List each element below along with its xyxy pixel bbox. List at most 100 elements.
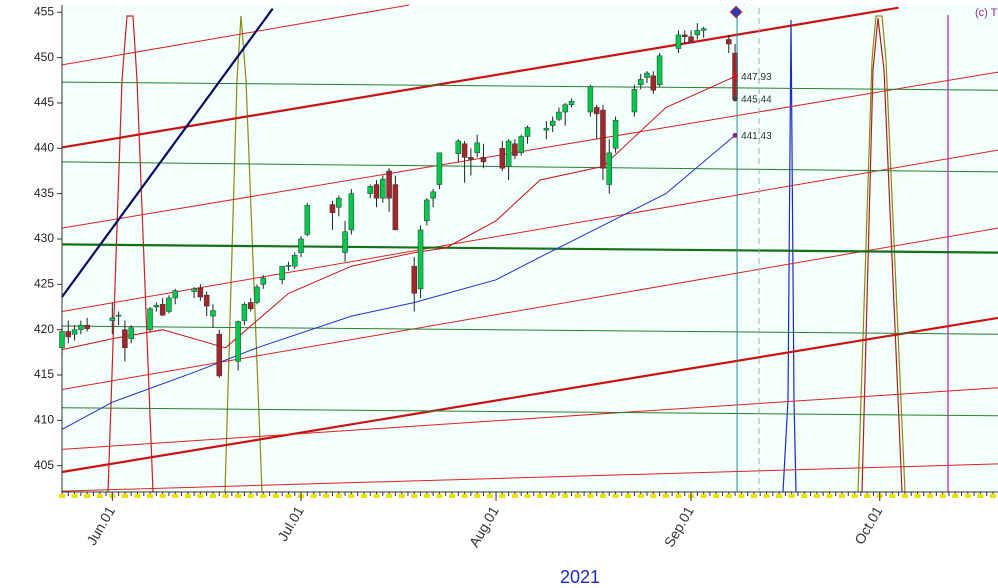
candle-body	[606, 152, 613, 185]
candle-body	[191, 288, 197, 292]
candle-body	[681, 34, 688, 37]
y-tick-label: 450	[34, 50, 54, 64]
x-day-marker	[172, 494, 179, 498]
candle-body	[260, 277, 267, 285]
cycle-curve	[107, 15, 154, 493]
overlay-line	[61, 4, 410, 66]
x-day-marker	[310, 494, 317, 498]
x-day-marker	[436, 494, 443, 498]
price-label: 441.43	[741, 131, 772, 142]
x-day-marker	[235, 494, 242, 498]
cycle-curve	[224, 15, 263, 493]
x-day-marker	[147, 494, 154, 498]
y-tick-label: 445	[34, 95, 54, 109]
x-day-marker	[964, 494, 971, 498]
candle-body	[216, 333, 223, 377]
candle-body	[84, 324, 90, 330]
x-day-marker	[864, 494, 871, 498]
candle-body	[700, 28, 707, 31]
x-day-marker	[763, 494, 770, 498]
candle-body	[336, 197, 342, 208]
candle-body	[247, 302, 254, 310]
candle-body	[656, 55, 663, 86]
candle-body	[197, 287, 204, 298]
x-day-marker	[599, 494, 606, 498]
candle-body	[380, 178, 386, 199]
x-day-marker	[788, 494, 795, 498]
candle-body	[468, 157, 474, 160]
x-day-marker	[272, 494, 279, 498]
candle-body	[241, 304, 248, 321]
candle-body	[279, 265, 285, 281]
x-day-marker	[927, 494, 934, 498]
candle-body	[203, 294, 210, 307]
x-tick-label: Jul.01	[274, 503, 307, 544]
x-day-marker	[889, 494, 896, 498]
y-tick-label: 420	[34, 322, 54, 336]
cycle-curves	[107, 15, 949, 493]
candle-body	[512, 143, 518, 156]
candle-body	[348, 193, 355, 231]
candle-body	[304, 205, 311, 235]
candle-body	[480, 157, 487, 163]
cycle-curve	[782, 19, 797, 493]
candle-body	[65, 331, 72, 338]
candle-body	[115, 314, 122, 317]
candle-body	[59, 331, 65, 349]
x-day-marker	[901, 494, 908, 498]
x-day-marker	[499, 494, 506, 498]
cycle-curve	[857, 15, 906, 493]
candle-body	[373, 184, 380, 199]
y-tick-label: 425	[34, 276, 54, 290]
candle-body	[694, 30, 701, 36]
x-day-marker	[197, 494, 204, 498]
y-tick-label: 405	[34, 458, 54, 472]
x-tick-label: Aug.01	[466, 503, 502, 550]
price-marker	[732, 132, 738, 138]
x-day-marker	[84, 494, 91, 498]
x-day-marker	[411, 494, 418, 498]
candle-body	[556, 111, 562, 120]
candle-body	[392, 184, 399, 231]
candle-body	[650, 75, 657, 91]
candle-body	[474, 142, 480, 154]
overlay-line	[61, 149, 998, 312]
cycle-curve	[861, 17, 903, 493]
x-day-marker	[813, 494, 820, 498]
candle-body	[612, 119, 619, 149]
x-day-marker	[247, 494, 254, 498]
x-day-marker	[209, 494, 216, 498]
candle-body	[461, 143, 468, 158]
x-day-marker	[335, 494, 342, 498]
x-day-marker	[549, 494, 556, 498]
x-day-marker	[524, 494, 531, 498]
price-marker	[732, 73, 738, 79]
x-day-marker	[537, 494, 544, 498]
candle-body	[285, 265, 292, 267]
candle-body	[726, 39, 732, 45]
x-day-marker	[914, 494, 921, 498]
candle-body	[587, 86, 594, 113]
x-day-marker	[260, 494, 267, 498]
overlay-line	[61, 71, 998, 229]
y-tick-label: 440	[34, 140, 54, 154]
x-day-marker	[625, 494, 632, 498]
candle-body	[499, 148, 506, 169]
candle-body	[298, 238, 304, 253]
candle-body	[128, 327, 134, 339]
candle-body	[329, 204, 336, 213]
x-day-marker	[776, 494, 783, 498]
x-axis-label: 2021	[560, 567, 600, 587]
x-day-marker	[386, 494, 393, 498]
x-day-marker	[713, 494, 720, 498]
x-tick-label: Oct.01	[851, 503, 886, 547]
x-day-marker	[851, 494, 858, 498]
candle-body	[549, 120, 556, 126]
candle-body	[424, 199, 430, 222]
candle-body	[631, 89, 638, 113]
overlay-line	[61, 7, 274, 298]
x-day-marker	[574, 494, 581, 498]
candle-body	[568, 100, 575, 106]
x-day-marker	[562, 494, 569, 498]
